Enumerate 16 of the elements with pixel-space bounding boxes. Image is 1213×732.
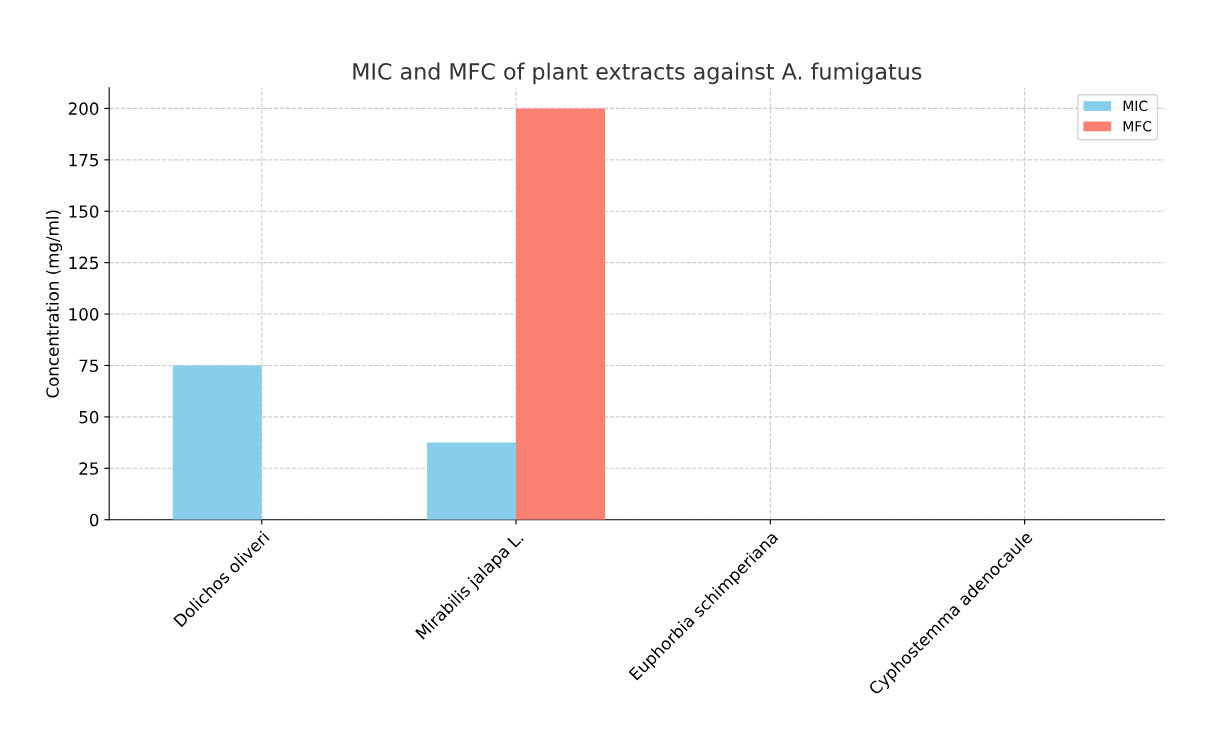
bar [516,108,606,520]
y-tick-label: 200 [68,102,99,115]
y-tick-label: 125 [69,256,98,270]
chart-title: MIC and MFC of plant extracts against A. fumigatus [353,62,922,85]
y-tick-label: 75 [79,359,98,373]
legend-label: MFC [1123,120,1152,132]
y-tick-label: 0 [89,513,99,527]
bar [427,442,517,520]
y-axis-title: Concentration (mg/ml) [45,210,63,398]
y-tick-label: 175 [69,154,98,167]
y-tick-label: 25 [79,462,98,475]
legend-label: MIC [1123,100,1148,112]
y-tick-label: 50 [79,410,99,424]
y-tick-label: 150 [69,205,99,218]
bar [172,365,262,520]
y-tick-label: 100 [69,308,99,321]
